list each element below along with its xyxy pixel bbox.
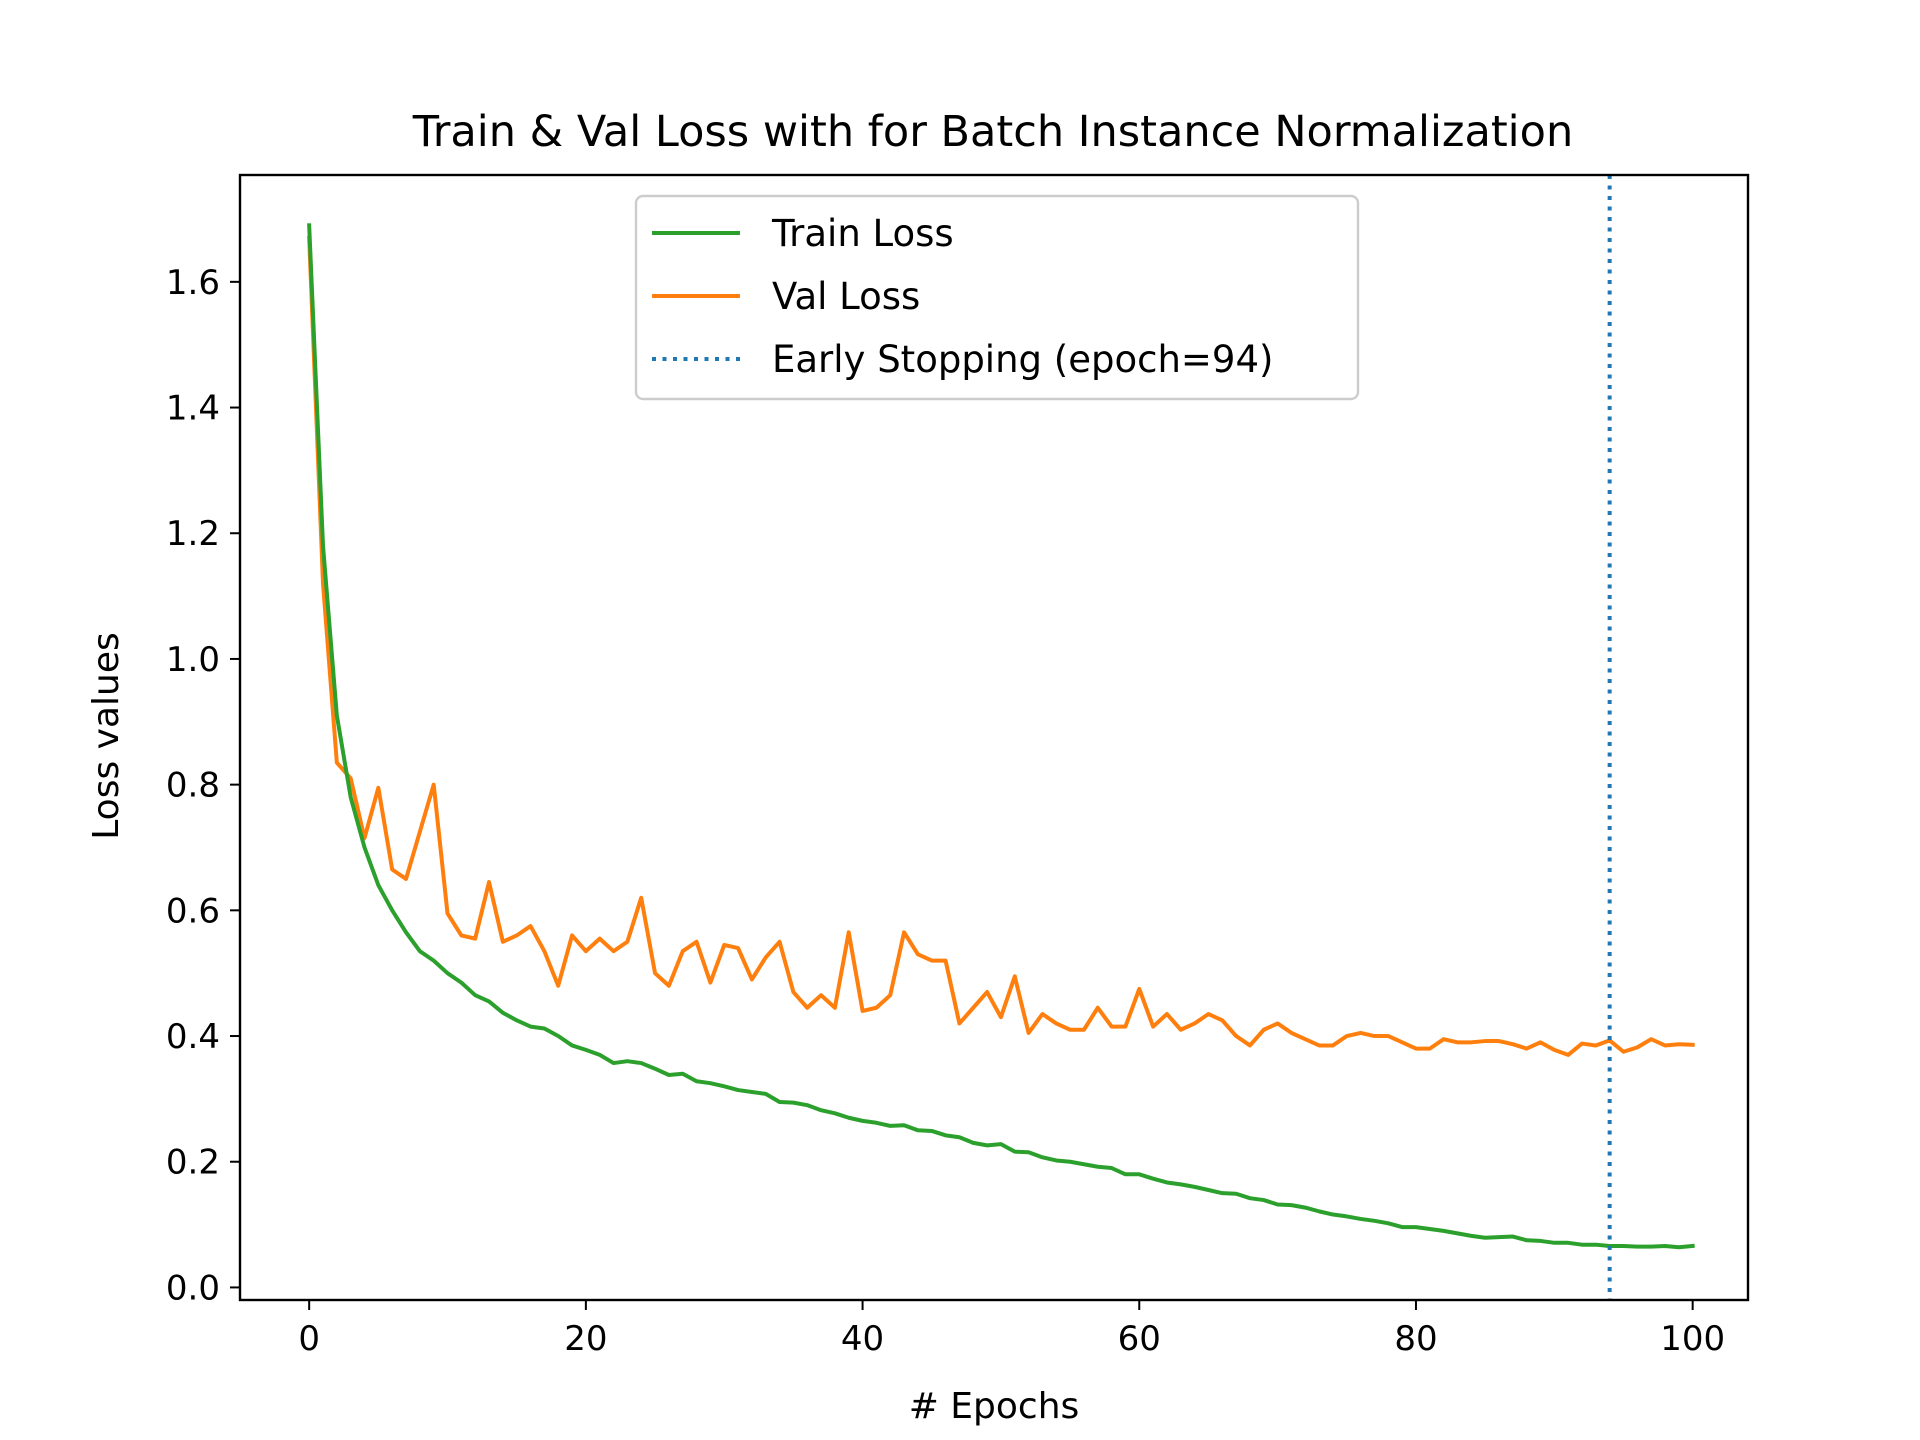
y-tick-label: 1.2 [166,514,220,554]
y-tick-label: 0.0 [166,1268,220,1308]
x-axis-ticks: 0 20 40 60 80 100 [298,1300,1725,1359]
y-axis-ticks: 0.0 0.2 0.4 0.6 0.8 1.0 1.2 1.4 1.6 [166,263,240,1308]
y-tick-label: 1.4 [166,389,220,429]
y-tick-label: 0.8 [166,766,220,806]
legend-label-train: Train Loss [771,212,954,255]
x-tick-label: 80 [1394,1319,1437,1359]
y-tick-label: 0.4 [166,1017,220,1057]
x-tick-label: 40 [841,1319,884,1359]
train-loss-line [307,223,1695,1250]
legend: Train Loss Val Loss Early Stopping (epoc… [634,194,1360,401]
y-tick-label: 1.0 [166,640,220,680]
chart-title: Train & Val Loss with for Batch Instance… [412,107,1573,157]
legend-box [634,194,1360,401]
y-tick-label: 0.6 [166,891,220,931]
legend-label-val: Val Loss [772,275,920,318]
axes-frame [238,173,1750,1302]
x-tick-label: 20 [564,1319,607,1359]
y-tick-label: 1.6 [166,263,220,303]
x-tick-label: 0 [298,1319,320,1359]
x-tick-label: 100 [1660,1319,1725,1359]
y-tick-label: 0.2 [166,1143,220,1183]
lines-layer [307,175,1695,1300]
y-axis-label: Loss values [86,632,127,840]
x-axis-label: # Epochs [909,1386,1080,1427]
val-loss-line [307,235,1695,1057]
x-tick-label: 60 [1118,1319,1161,1359]
legend-label-early-stopping: Early Stopping (epoch=94) [772,338,1273,381]
